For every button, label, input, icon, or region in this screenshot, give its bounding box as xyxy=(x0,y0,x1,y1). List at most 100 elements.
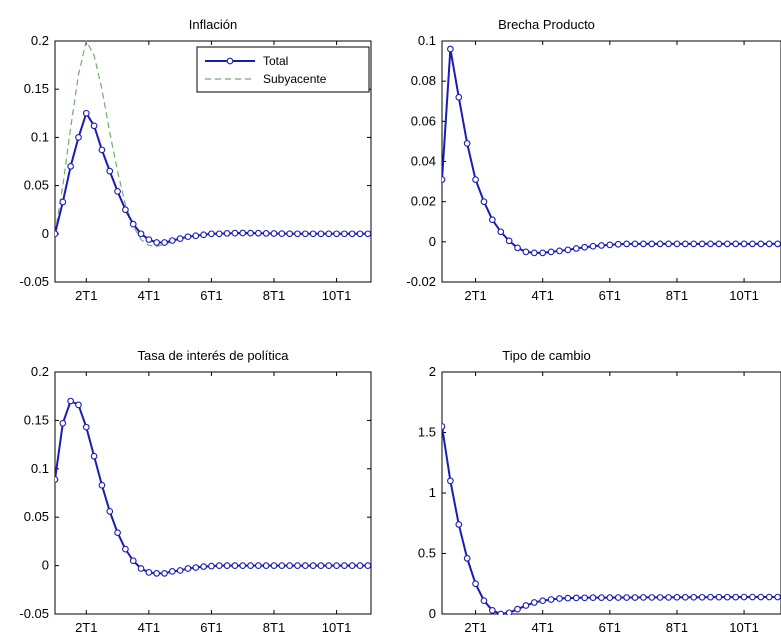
data-point xyxy=(55,230,59,238)
data-point xyxy=(325,230,333,238)
data-point xyxy=(325,562,333,569)
x-tick-label: 10T1 xyxy=(729,288,759,303)
data-point xyxy=(98,481,106,489)
x-tick-label: 8T1 xyxy=(263,288,285,303)
data-point xyxy=(137,230,145,238)
data-point xyxy=(223,562,231,569)
data-point xyxy=(556,247,563,255)
data-point xyxy=(765,240,773,248)
data-point xyxy=(301,562,309,569)
y-tick-label: 0.2 xyxy=(31,364,49,379)
data-point xyxy=(564,246,572,254)
legend-marker xyxy=(226,57,234,65)
y-tick-label: 0 xyxy=(42,226,49,241)
y-tick-label: 0.1 xyxy=(31,129,49,144)
x-tick-label: 6T1 xyxy=(200,620,222,634)
data-point xyxy=(606,241,614,249)
data-point xyxy=(614,594,622,601)
chart-title: Tipo de cambio xyxy=(502,348,590,363)
y-tick-label: 0.5 xyxy=(418,546,436,561)
data-point xyxy=(757,240,765,248)
data-point xyxy=(59,198,67,206)
data-point xyxy=(631,594,639,601)
data-point xyxy=(598,242,605,249)
data-point xyxy=(740,240,748,248)
data-point xyxy=(341,562,348,569)
data-point xyxy=(278,562,286,569)
data-point xyxy=(581,594,589,602)
data-point xyxy=(114,188,121,195)
data-point xyxy=(623,594,630,601)
data-point xyxy=(589,594,597,602)
data-point xyxy=(681,240,689,248)
data-point xyxy=(581,243,589,251)
data-point xyxy=(648,594,656,601)
data-point xyxy=(556,595,563,602)
x-tick-label: 2T1 xyxy=(75,620,97,634)
data-point xyxy=(774,240,781,248)
data-point xyxy=(255,562,262,569)
x-tick-label: 8T1 xyxy=(666,620,688,634)
data-point xyxy=(656,240,664,248)
data-point xyxy=(740,593,748,601)
data-point xyxy=(665,240,672,248)
data-point xyxy=(55,476,59,483)
x-tick-label: 6T1 xyxy=(599,288,621,303)
series-line-total xyxy=(442,426,778,615)
plot-frame xyxy=(54,371,372,615)
data-point xyxy=(505,237,513,245)
data-point xyxy=(598,594,605,602)
data-point xyxy=(247,562,254,569)
y-tick-label: 0.1 xyxy=(418,33,436,48)
data-point xyxy=(106,167,114,175)
data-point xyxy=(270,230,278,237)
data-point xyxy=(631,240,639,248)
data-point xyxy=(774,593,781,601)
data-point xyxy=(129,557,137,565)
legend-box xyxy=(196,46,370,93)
data-point xyxy=(309,230,317,238)
data-point xyxy=(348,562,356,569)
data-point xyxy=(623,240,630,248)
data-point xyxy=(239,562,247,569)
data-point xyxy=(564,594,572,602)
y-tick-label: -0.05 xyxy=(19,606,49,621)
data-point xyxy=(200,231,207,239)
data-point xyxy=(489,216,496,224)
data-point xyxy=(82,423,90,431)
data-point xyxy=(67,397,74,405)
data-point xyxy=(463,140,471,147)
data-point xyxy=(90,122,98,130)
data-point xyxy=(589,242,597,250)
x-tick-label: 2T1 xyxy=(75,288,97,303)
data-point xyxy=(489,607,496,614)
x-tick-label: 6T1 xyxy=(599,620,621,634)
data-point xyxy=(472,176,479,183)
data-point xyxy=(82,109,90,117)
data-point xyxy=(192,564,200,571)
data-point xyxy=(749,240,756,248)
x-tick-label: 8T1 xyxy=(666,288,688,303)
data-point xyxy=(522,602,530,609)
data-point xyxy=(364,562,371,569)
inflacion-chart: Inflación -0.05 0 0.05 0.1 0.15 0.2 2T1 4T1 6T1 8… xyxy=(19,17,372,303)
data-point xyxy=(270,562,278,569)
data-point xyxy=(732,240,740,248)
data-point xyxy=(262,562,270,569)
data-point xyxy=(530,599,538,606)
data-point xyxy=(442,176,446,183)
data-point xyxy=(192,232,200,240)
x-tick-label: 4T1 xyxy=(138,620,160,634)
data-point xyxy=(539,597,547,605)
data-point xyxy=(514,605,521,613)
data-point xyxy=(356,230,364,238)
data-point xyxy=(98,146,106,154)
y-tick-label: 0.02 xyxy=(411,194,436,209)
data-point xyxy=(161,239,168,246)
data-point xyxy=(145,569,153,576)
data-point xyxy=(715,593,723,601)
data-point xyxy=(168,568,176,575)
y-tick-label: -0.05 xyxy=(19,274,49,289)
data-point xyxy=(231,562,239,569)
data-point xyxy=(294,562,301,569)
